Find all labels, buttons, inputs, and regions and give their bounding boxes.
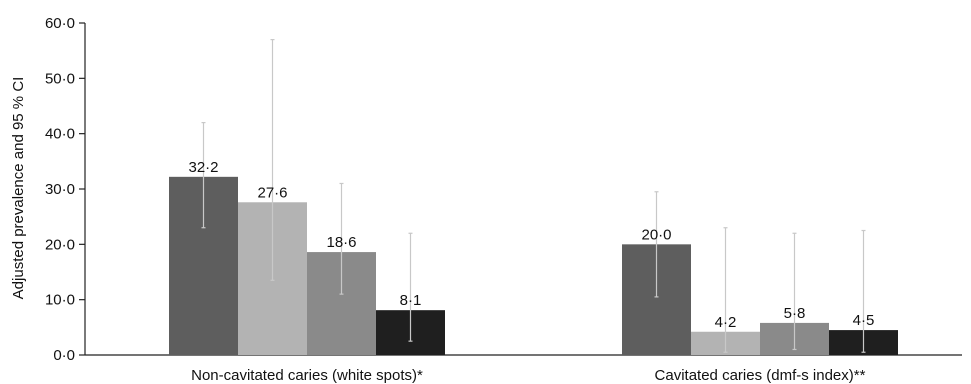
data-label: 18·6 xyxy=(326,234,356,251)
x-category-label: Non-cavitated caries (white spots)* xyxy=(191,367,423,384)
y-tick-label: 60·0 xyxy=(45,15,75,32)
y-tick-label: 20·0 xyxy=(45,236,75,253)
error-bars-group xyxy=(201,38,866,353)
data-label: 8·1 xyxy=(400,292,422,309)
data-label: 5·8 xyxy=(784,305,806,322)
x-axis: Non-cavitated caries (white spots)* Cavit… xyxy=(85,354,962,384)
bars-group xyxy=(169,176,898,355)
y-axis: 0·0 10·0 20·0 30·0 40·0 50·0 60·0 xyxy=(45,15,86,364)
y-tick-label: 40·0 xyxy=(45,126,75,143)
y-axis-title: Adjusted prevalence and 95 % CI xyxy=(10,77,27,300)
x-category-label: Cavitated caries (dmf-s index)** xyxy=(655,367,866,384)
y-tick-label: 10·0 xyxy=(45,292,75,309)
data-label: 20·0 xyxy=(641,226,671,243)
y-tick-label: 30·0 xyxy=(45,181,75,198)
data-label: 27·6 xyxy=(257,184,287,201)
data-label: 32·2 xyxy=(188,159,218,176)
y-tick-label: 0·0 xyxy=(53,347,75,364)
y-tick-label: 50·0 xyxy=(45,70,75,87)
data-label: 4·2 xyxy=(715,314,737,331)
data-labels-group: 32·2 27·6 18·6 8·1 20·0 4·2 5·8 4·5 xyxy=(188,159,874,331)
data-label: 4·5 xyxy=(853,312,875,329)
